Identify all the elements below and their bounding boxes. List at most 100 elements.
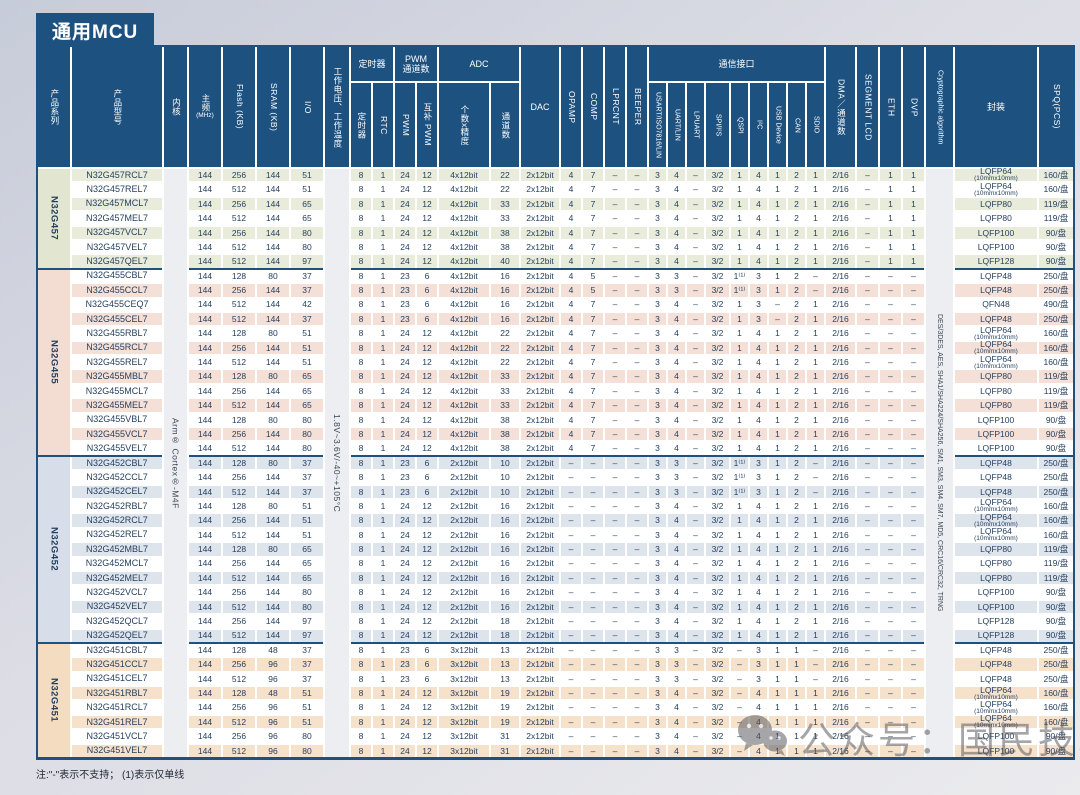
spq-cell-label: 119/盘	[1043, 371, 1069, 382]
data-cell-label: 2	[794, 515, 799, 526]
data-cell-label: 512	[231, 184, 247, 195]
data-cell: 2	[788, 557, 805, 570]
data-cell: –	[605, 456, 625, 470]
data-cell-label: 3/2	[711, 544, 724, 555]
col-header-uart: UART/LIN	[668, 83, 685, 167]
data-cell: 4	[561, 428, 581, 441]
data-cell: 4	[750, 528, 767, 542]
data-cell-label: 3/2	[711, 515, 724, 526]
col-header-can-label: CAN	[793, 117, 801, 133]
data-cell-label: 4	[568, 256, 574, 267]
spq-cell: 160/盘	[1039, 701, 1073, 714]
data-cell: 8	[351, 312, 371, 326]
data-cell: 4	[561, 384, 581, 398]
data-cell: 1	[373, 183, 393, 196]
data-cell-label: 24	[400, 702, 410, 713]
model-cell: N32G452VEL7	[72, 600, 162, 614]
data-cell: 7	[583, 327, 603, 340]
data-cell-label: 7	[590, 342, 596, 353]
model-cell: N32G452QCL7	[72, 615, 162, 628]
data-cell: 12	[417, 586, 437, 599]
data-cell-label: 4	[674, 500, 679, 511]
data-cell: 128	[223, 687, 255, 700]
data-cell: –	[857, 341, 878, 355]
data-cell-label: 256	[231, 428, 247, 439]
spq-cell: 90/盘	[1039, 413, 1073, 427]
data-cell-label: 37	[302, 673, 312, 684]
data-cell-label: –	[568, 630, 574, 641]
data-cell: –	[880, 413, 901, 427]
data-cell-label: 51	[302, 357, 312, 368]
data-cell: 4x12bit	[439, 240, 489, 254]
data-cell: 2	[788, 600, 805, 614]
data-cell: 4	[561, 169, 581, 182]
data-cell: 12	[417, 240, 437, 254]
data-cell: 2	[788, 356, 805, 369]
spq-cell-label: 160/盘	[1043, 529, 1069, 540]
data-cell: –	[605, 514, 625, 527]
voltage-merged-cell-label: 1.8V~3.6V/-40~+105°C	[332, 413, 342, 513]
model-cell: N32G457RCL7	[72, 169, 162, 182]
data-cell-label: 3	[655, 472, 660, 483]
data-cell-label: 2/16	[832, 558, 849, 569]
data-cell: 24	[395, 600, 415, 614]
data-cell-label: 4	[756, 342, 761, 353]
data-cell-label: 4	[756, 745, 761, 756]
data-cell-label: 4	[568, 299, 574, 310]
data-cell-label: –	[911, 457, 916, 468]
data-cell: 1	[807, 370, 824, 383]
data-cell: 3	[649, 701, 666, 714]
data-cell: 1	[769, 169, 786, 182]
data-cell: 4	[561, 255, 581, 268]
data-cell-label: –	[693, 644, 698, 655]
data-cell: 1	[807, 183, 824, 196]
data-cell-label: 3	[655, 270, 660, 281]
data-cell-label: 144	[265, 400, 281, 411]
data-cell: 4	[561, 413, 581, 427]
data-cell-label: 128	[231, 500, 247, 511]
data-cell-label: 3/2	[711, 443, 724, 454]
data-cell: 3/2	[706, 730, 729, 743]
data-cell: –	[857, 413, 878, 427]
data-cell: –	[627, 384, 647, 398]
data-cell-label: –	[813, 673, 818, 684]
data-cell: 1	[769, 212, 786, 225]
data-cell: 7	[583, 312, 603, 326]
data-cell-label: 1	[737, 558, 742, 569]
spq-cell-label: 119/盘	[1043, 198, 1069, 209]
data-cell-label: 24	[400, 716, 410, 727]
model-cell-label: N32G455CEL7	[86, 313, 148, 324]
data-cell: –	[583, 643, 603, 657]
data-cell: –	[687, 600, 704, 614]
data-cell: 1	[373, 744, 393, 758]
data-cell: 2/16	[826, 384, 855, 398]
data-cell: 1	[769, 715, 786, 729]
data-cell: –	[687, 197, 704, 211]
package-name: LQFP48	[980, 644, 1012, 655]
data-cell: –	[857, 169, 878, 182]
data-cell-label: 16	[500, 285, 510, 296]
data-cell-label: 3x12bit	[450, 731, 478, 742]
data-cell-label: 256	[231, 227, 247, 238]
data-cell-label: 2x12bit	[526, 371, 554, 382]
data-cell-label: –	[737, 659, 742, 670]
data-cell-label: 2x12bit	[450, 601, 478, 612]
data-cell-label: 1	[737, 169, 742, 180]
data-cell: 1	[731, 197, 748, 211]
data-cell-label: 3	[655, 342, 660, 353]
data-cell-label: –	[911, 731, 916, 742]
data-cell: 80	[291, 600, 323, 614]
data-cell-label: 2x12bit	[450, 529, 478, 540]
data-cell-label: 1	[737, 414, 742, 425]
data-cell-label: –	[911, 428, 916, 439]
data-cell: 256	[223, 384, 255, 398]
data-cell-label: –	[612, 241, 618, 252]
data-cell-label: 4	[674, 299, 679, 310]
data-cell: 3	[649, 730, 666, 743]
data-cell: 1	[807, 197, 824, 211]
col-header-series-label: 产品系列	[49, 89, 60, 125]
data-cell: 3	[649, 341, 666, 355]
data-cell-label: 2x12bit	[526, 731, 554, 742]
data-cell: 3/2	[706, 456, 729, 470]
data-cell-label: –	[612, 673, 618, 684]
